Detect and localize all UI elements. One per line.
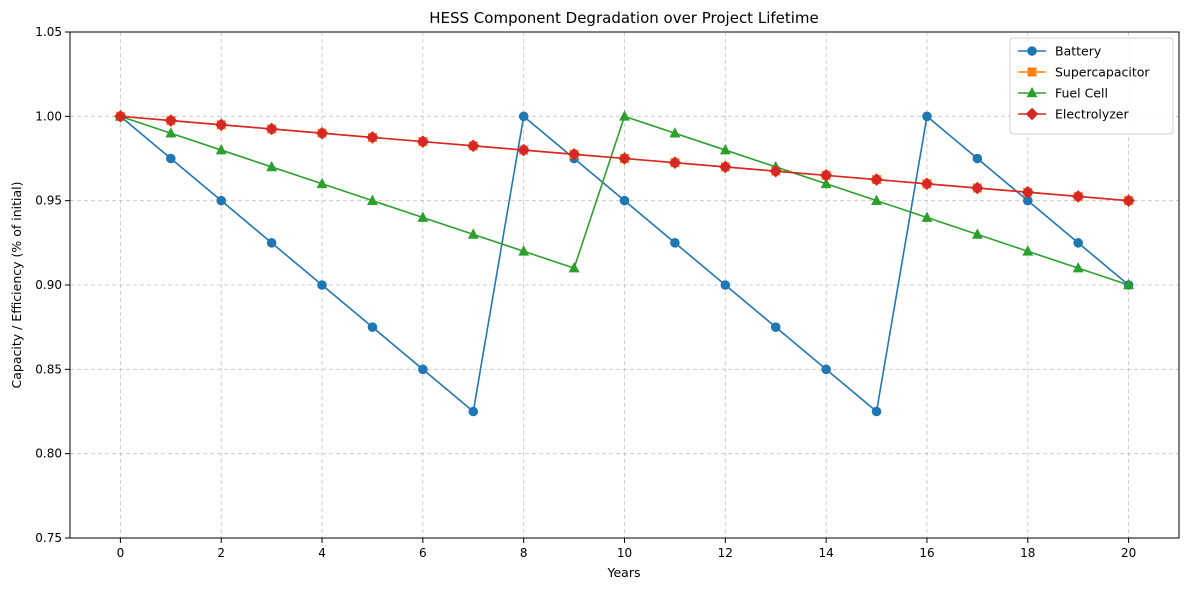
data-point	[418, 364, 428, 375]
data-point	[266, 160, 278, 172]
data-point	[266, 238, 277, 248]
y-tick-label: 0.85	[35, 362, 62, 376]
y-tick-label: 1.00	[35, 109, 62, 123]
data-point	[214, 118, 228, 132]
data-point	[619, 195, 630, 206]
data-point	[1021, 185, 1035, 199]
data-point	[416, 135, 430, 148]
data-point	[770, 322, 781, 332]
legend-marker	[1027, 67, 1037, 77]
data-point	[316, 177, 328, 189]
legend-item: Fuel Cell	[1018, 86, 1108, 101]
legend-box	[1009, 37, 1174, 135]
x-tick-label: 18	[1020, 546, 1035, 560]
data-point	[468, 406, 479, 417]
legend-label: Fuel Cell	[1055, 86, 1108, 101]
data-point	[517, 143, 530, 157]
legend: Battery Supercapacitor Fuel Cell Electrolyz…	[1009, 37, 1174, 135]
x-axis: 0 2 4 6 8 10 12 14 16 18 20	[117, 538, 1136, 560]
data-point	[315, 126, 329, 140]
legend-label: Electrolyzer	[1055, 107, 1129, 122]
chart-title: HESS Component Degradation over Project …	[429, 9, 819, 27]
data-point	[518, 111, 529, 122]
x-tick-label: 16	[919, 546, 934, 560]
data-point	[366, 131, 379, 144]
data-point	[265, 122, 278, 136]
data-point	[720, 280, 731, 290]
x-tick-label: 8	[520, 546, 528, 560]
data-point	[166, 153, 176, 164]
data-point	[466, 139, 480, 153]
data-point	[870, 173, 883, 186]
data-point	[367, 322, 378, 332]
legend-label: Battery	[1055, 44, 1102, 59]
data-point	[719, 160, 732, 174]
data-point	[670, 238, 680, 248]
legend-marker	[1027, 46, 1037, 56]
x-tick-label: 2	[217, 546, 225, 560]
data-point	[567, 147, 581, 161]
y-tick-label: 1.05	[35, 25, 62, 39]
data-point	[719, 143, 731, 155]
data-point	[568, 262, 580, 273]
data-point	[216, 195, 227, 206]
data-point	[467, 228, 479, 239]
legend-marker	[1025, 107, 1039, 121]
data-point	[215, 143, 227, 155]
data-point	[1072, 262, 1084, 273]
data-point	[518, 245, 530, 256]
y-tick-label: 0.90	[35, 278, 62, 292]
data-point	[972, 153, 983, 164]
series-lines	[114, 110, 1135, 417]
data-point	[367, 194, 378, 205]
data-point	[619, 110, 630, 121]
series-electrolyzer	[114, 110, 1135, 207]
data-point	[769, 164, 783, 178]
data-point	[1022, 245, 1034, 256]
data-point	[114, 110, 127, 123]
x-tick-label: 14	[818, 546, 833, 560]
data-point	[920, 177, 934, 191]
y-tick-label: 0.75	[35, 531, 62, 545]
x-tick-label: 4	[318, 546, 326, 560]
data-point	[417, 211, 429, 222]
x-tick-label: 12	[718, 546, 733, 560]
y-tick-label: 0.80	[35, 447, 62, 461]
data-point	[820, 177, 832, 189]
data-point	[668, 156, 682, 170]
y-axis: 0.75 0.80 0.85 0.90 0.95 1.00 1.05	[35, 25, 70, 545]
legend-item: Electrolyzer	[1018, 107, 1129, 122]
data-point	[871, 406, 882, 417]
data-point	[971, 228, 983, 239]
data-point	[871, 194, 882, 205]
data-point	[821, 364, 831, 375]
x-tick-label: 20	[1121, 546, 1136, 560]
legend-item: Battery	[1018, 44, 1102, 59]
data-point	[1071, 190, 1085, 203]
data-point	[165, 127, 177, 138]
y-tick-label: 0.95	[35, 194, 62, 208]
data-point	[1122, 194, 1135, 207]
data-point	[1123, 278, 1135, 290]
data-point	[164, 114, 178, 127]
data-point	[1073, 238, 1083, 248]
data-point	[971, 181, 984, 195]
data-point	[618, 152, 631, 165]
legend-item: Supercapacitor	[1018, 65, 1150, 80]
x-tick-label: 10	[617, 546, 632, 560]
data-point	[669, 127, 681, 138]
data-point	[922, 111, 932, 122]
data-point	[819, 169, 833, 182]
data-point	[921, 211, 933, 222]
legend-marker	[1026, 86, 1038, 98]
data-point	[317, 280, 327, 290]
y-axis-title: Capacity / Efficiency (% of initial)	[9, 182, 24, 389]
legend-label: Supercapacitor	[1055, 65, 1150, 80]
x-axis-title: Years	[607, 565, 641, 580]
x-tick-label: 6	[419, 546, 427, 560]
x-tick-label: 0	[117, 546, 125, 560]
